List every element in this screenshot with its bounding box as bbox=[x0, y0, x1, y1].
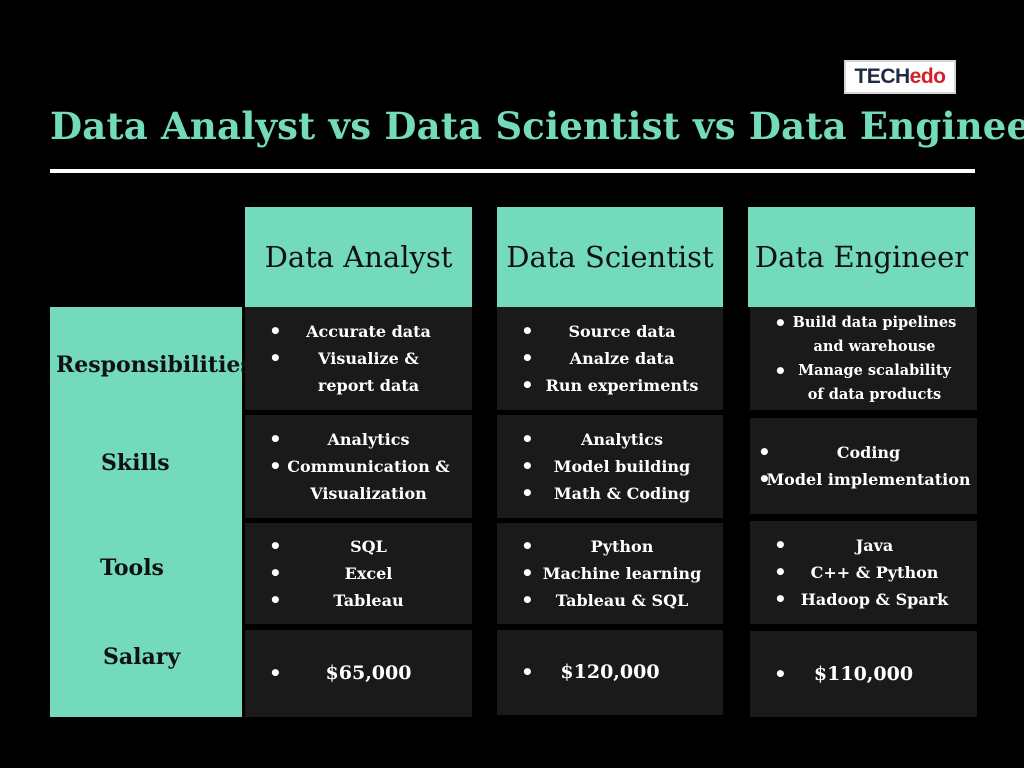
cell-analyst-responsibilities: Accurate data Visualize &report data bbox=[245, 307, 472, 410]
column-header-data-engineer: Data Engineer bbox=[748, 207, 975, 307]
row-labels-panel bbox=[50, 307, 242, 717]
cell-scientist-responsibilities: Source data Analze data Run experiments bbox=[497, 307, 723, 410]
list-item: Communication &Visualization bbox=[269, 453, 462, 507]
techedo-logo: TECH edo bbox=[844, 60, 956, 94]
list-item: Tableau bbox=[269, 587, 462, 614]
list-item: Coding bbox=[758, 439, 973, 466]
logo-text-edo: edo bbox=[909, 65, 946, 88]
list-item: Hadoop & Spark bbox=[774, 586, 969, 613]
column-header-data-scientist: Data Scientist bbox=[497, 207, 723, 307]
cell-engineer-salary: $110,000 bbox=[750, 631, 977, 717]
list-item: Tableau & SQL bbox=[521, 587, 717, 614]
cell-analyst-salary: $65,000 bbox=[245, 630, 472, 717]
cell-engineer-skills: Coding Model implementation bbox=[750, 418, 977, 514]
column-header-data-analyst: Data Analyst bbox=[245, 207, 472, 307]
list-item: Analytics bbox=[521, 426, 717, 453]
cell-analyst-tools: SQL Excel Tableau bbox=[245, 523, 472, 624]
cell-scientist-tools: Python Machine learning Tableau & SQL bbox=[497, 523, 723, 624]
cell-analyst-skills: Analytics Communication &Visualization bbox=[245, 415, 472, 518]
list-item: Java bbox=[774, 532, 969, 559]
list-item: Python bbox=[521, 533, 717, 560]
row-label-responsibilities: Responsibilities bbox=[56, 352, 253, 378]
title-divider bbox=[50, 169, 975, 173]
list-item: Model implementation bbox=[758, 466, 973, 493]
list-item: $65,000 bbox=[269, 660, 462, 687]
list-item: SQL bbox=[269, 533, 462, 560]
list-item: Accurate data bbox=[269, 318, 462, 345]
cell-engineer-tools: Java C++ & Python Hadoop & Spark bbox=[750, 521, 977, 624]
list-item: Visualize &report data bbox=[269, 345, 462, 399]
logo-text-tech: TECH bbox=[854, 65, 910, 88]
list-item: Run experiments bbox=[521, 372, 717, 399]
list-item: Analze data bbox=[521, 345, 717, 372]
list-item: $110,000 bbox=[774, 661, 947, 688]
page-title: Data Analyst vs Data Scientist vs Data E… bbox=[50, 104, 1024, 148]
list-item: Math & Coding bbox=[521, 480, 717, 507]
list-item: Source data bbox=[521, 318, 717, 345]
list-item: $120,000 bbox=[521, 659, 693, 686]
cell-scientist-skills: Analytics Model building Math & Coding bbox=[497, 415, 723, 518]
row-label-skills: Skills bbox=[101, 450, 170, 476]
list-item: Model building bbox=[521, 453, 717, 480]
row-label-salary: Salary bbox=[103, 644, 181, 670]
cell-scientist-salary: $120,000 bbox=[497, 630, 723, 715]
list-item: C++ & Python bbox=[774, 559, 969, 586]
row-label-tools: Tools bbox=[100, 555, 164, 581]
list-item: Analytics bbox=[269, 426, 462, 453]
list-item: Machine learning bbox=[521, 560, 717, 587]
list-item: Excel bbox=[269, 560, 462, 587]
